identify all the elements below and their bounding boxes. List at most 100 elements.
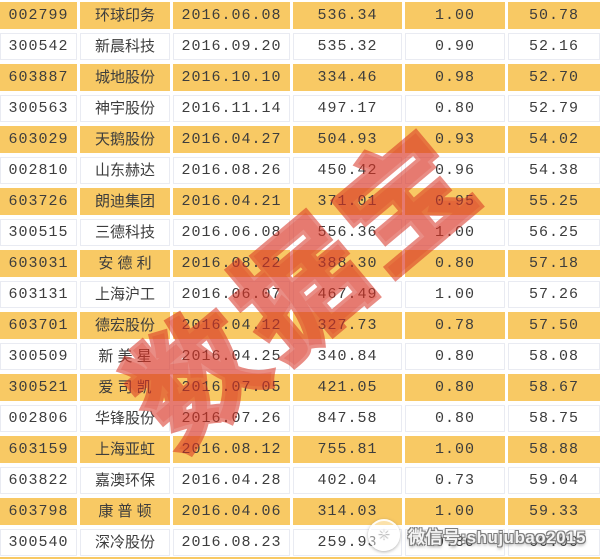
code-cell: 002799 [0, 2, 77, 29]
date-cell: 2016.04.12 [173, 312, 290, 339]
value3-cell: 56.25 [508, 219, 600, 246]
table-row: 002810 山东赫达 2016.08.26 450.42 0.96 54.38 [0, 157, 600, 184]
value2-cell: 0.73 [405, 467, 505, 494]
value3-cell: 52.70 [508, 64, 600, 91]
code-cell: 603887 [0, 64, 77, 91]
value1-cell: 755.81 [293, 436, 402, 463]
table-row: 300542 新晨科技 2016.09.20 535.32 0.90 52.16 [0, 33, 600, 60]
code-cell: 300509 [0, 343, 77, 370]
value1-cell: 556.36 [293, 219, 402, 246]
name-cell: 嘉澳环保 [80, 467, 170, 494]
name-cell: 环球印务 [80, 2, 170, 29]
name-cell: 新晨科技 [80, 33, 170, 60]
date-cell: 2016.04.27 [173, 126, 290, 153]
table-row: 300521 爱 司 凯 2016.07.05 421.05 0.80 58.67 [0, 374, 600, 401]
date-cell: 2016.08.23 [173, 529, 290, 556]
table-row: 002799 环球印务 2016.06.08 536.34 1.00 50.78 [0, 2, 600, 29]
value1-cell: 402.04 [293, 467, 402, 494]
name-cell: 爱 司 凯 [80, 374, 170, 401]
value1-cell: 536.34 [293, 2, 402, 29]
date-cell: 2016.06.08 [173, 219, 290, 246]
value3-cell: 57.50 [508, 312, 600, 339]
table-row: 603031 安 德 利 2016.08.22 388.30 0.80 57.18 [0, 250, 600, 277]
value3-cell: 59.33 [508, 498, 600, 525]
name-cell: 天鹅股份 [80, 126, 170, 153]
value1-cell: 388.30 [293, 250, 402, 277]
name-cell: 安 德 利 [80, 250, 170, 277]
code-cell: 300563 [0, 95, 77, 122]
name-cell: 德宏股份 [80, 312, 170, 339]
code-cell: 300521 [0, 374, 77, 401]
code-cell: 603822 [0, 467, 77, 494]
code-cell: 002810 [0, 157, 77, 184]
name-cell: 神宇股份 [80, 95, 170, 122]
value2-cell: 1.00 [405, 219, 505, 246]
date-cell: 2016.07.26 [173, 405, 290, 432]
table-row: 300540 深冷股份 2016.08.23 259.93 0.80 60.00 [0, 529, 600, 556]
table-row: 603029 天鹅股份 2016.04.27 504.93 0.93 54.02 [0, 126, 600, 153]
value3-cell: 58.88 [508, 436, 600, 463]
table-row: 603726 朗迪集团 2016.04.21 371.01 0.95 55.25 [0, 188, 600, 215]
code-cell: 002806 [0, 405, 77, 432]
value1-cell: 340.84 [293, 343, 402, 370]
name-cell: 华锋股份 [80, 405, 170, 432]
code-cell: 300542 [0, 33, 77, 60]
value1-cell: 421.05 [293, 374, 402, 401]
value3-cell: 50.78 [508, 2, 600, 29]
value2-cell: 0.98 [405, 64, 505, 91]
date-cell: 2016.04.06 [173, 498, 290, 525]
table-row: 002806 华锋股份 2016.07.26 847.58 0.80 58.75 [0, 405, 600, 432]
value3-cell: 60.00 [508, 529, 600, 556]
value1-cell: 535.32 [293, 33, 402, 60]
value1-cell: 450.42 [293, 157, 402, 184]
date-cell: 2016.04.25 [173, 343, 290, 370]
date-cell: 2016.08.12 [173, 436, 290, 463]
date-cell: 2016.09.20 [173, 33, 290, 60]
code-cell: 603029 [0, 126, 77, 153]
value3-cell: 52.16 [508, 33, 600, 60]
value2-cell: 0.96 [405, 157, 505, 184]
name-cell: 康 普 顿 [80, 498, 170, 525]
value2-cell: 0.95 [405, 188, 505, 215]
value1-cell: 327.73 [293, 312, 402, 339]
value2-cell: 0.80 [405, 250, 505, 277]
name-cell: 城地股份 [80, 64, 170, 91]
name-cell: 深冷股份 [80, 529, 170, 556]
code-cell: 603131 [0, 281, 77, 308]
value3-cell: 54.38 [508, 157, 600, 184]
name-cell: 上海沪工 [80, 281, 170, 308]
code-cell: 300515 [0, 219, 77, 246]
code-cell: 603701 [0, 312, 77, 339]
date-cell: 2016.04.28 [173, 467, 290, 494]
name-cell: 上海亚虹 [80, 436, 170, 463]
code-cell: 603726 [0, 188, 77, 215]
date-cell: 2016.07.05 [173, 374, 290, 401]
name-cell: 朗迪集团 [80, 188, 170, 215]
value3-cell: 58.75 [508, 405, 600, 432]
value3-cell: 57.26 [508, 281, 600, 308]
name-cell: 三德科技 [80, 219, 170, 246]
table-row: 603798 康 普 顿 2016.04.06 314.03 1.00 59.33 [0, 498, 600, 525]
value2-cell: 1.00 [405, 2, 505, 29]
table-row: 300509 新 美 星 2016.04.25 340.84 0.80 58.08 [0, 343, 600, 370]
date-cell: 2016.04.21 [173, 188, 290, 215]
table-row: 603131 上海沪工 2016.06.07 467.49 1.00 57.26 [0, 281, 600, 308]
value3-cell: 58.67 [508, 374, 600, 401]
table-row: 603887 城地股份 2016.10.10 334.46 0.98 52.70 [0, 64, 600, 91]
value2-cell: 0.80 [405, 529, 505, 556]
value1-cell: 259.93 [293, 529, 402, 556]
code-cell: 300540 [0, 529, 77, 556]
table-row: 603822 嘉澳环保 2016.04.28 402.04 0.73 59.04 [0, 467, 600, 494]
value2-cell: 1.00 [405, 281, 505, 308]
value3-cell: 58.08 [508, 343, 600, 370]
name-cell: 山东赫达 [80, 157, 170, 184]
code-cell: 603031 [0, 250, 77, 277]
value2-cell: 0.90 [405, 33, 505, 60]
table-row: 603701 德宏股份 2016.04.12 327.73 0.78 57.50 [0, 312, 600, 339]
date-cell: 2016.10.10 [173, 64, 290, 91]
value2-cell: 0.80 [405, 343, 505, 370]
value1-cell: 497.17 [293, 95, 402, 122]
value3-cell: 57.18 [508, 250, 600, 277]
value2-cell: 1.00 [405, 436, 505, 463]
